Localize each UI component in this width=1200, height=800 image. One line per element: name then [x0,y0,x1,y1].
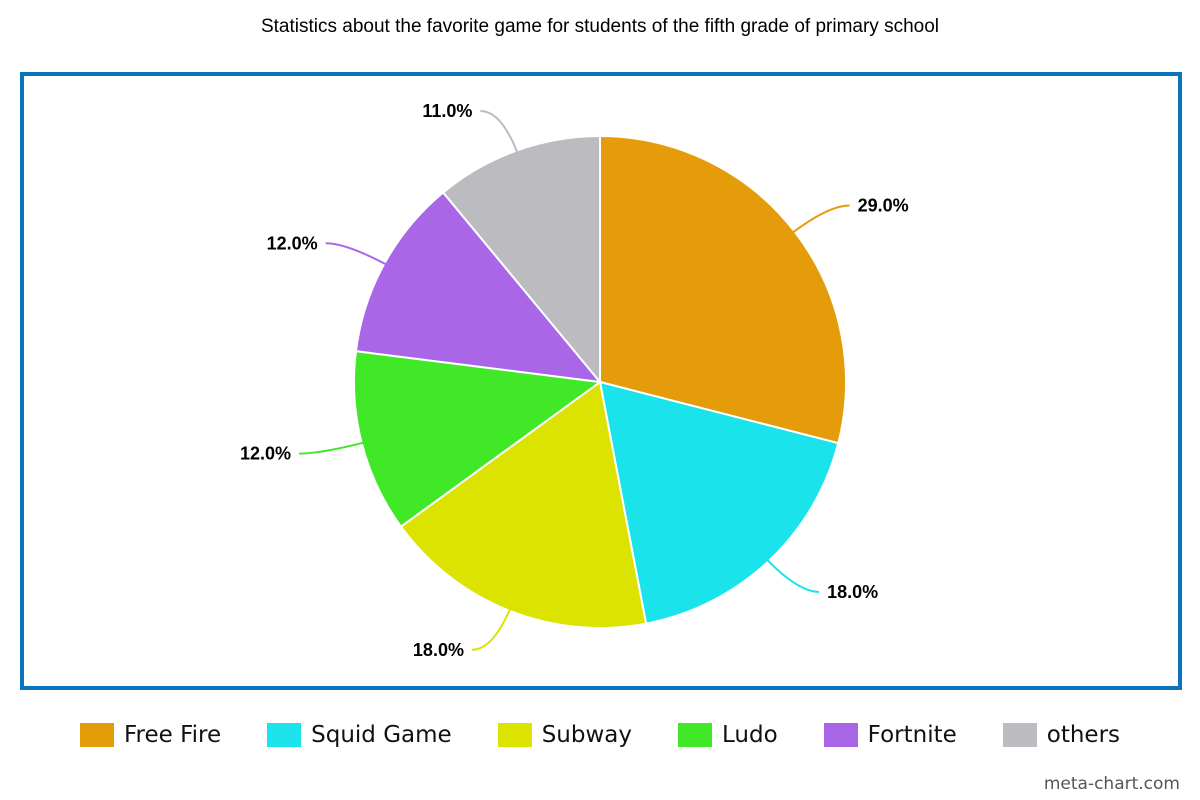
legend-label: Subway [541,722,632,748]
leader-line-ludo [299,440,370,455]
legend-swatch [79,723,114,747]
legend-item-fortnite[interactable]: Fortnite [823,722,957,748]
slice-label-fortnite: 12.0% [267,233,318,253]
legend-label: others [1046,722,1121,748]
leader-line-squid-game [762,554,820,593]
leader-line-free-fire [787,204,850,237]
legend-item-ludo[interactable]: Ludo [678,722,778,748]
leader-line-fortnite [325,242,392,269]
legend-swatch [497,723,532,747]
legend-label: Ludo [722,722,778,748]
slice-label-squid-game: 18.0% [827,582,878,602]
leader-line-subway [471,602,514,651]
watermark: meta-chart.com [1043,774,1180,794]
legend-item-others[interactable]: others [1002,722,1121,748]
plot-frame [20,72,1182,690]
legend-swatch [823,723,858,747]
legend: Free Fire Squid Game Subway Ludo Fortnite oth… [0,722,1200,748]
slice-label-subway: 18.0% [413,640,464,660]
legend-swatch [1002,723,1037,747]
legend-item-subway[interactable]: Subway [497,722,632,748]
legend-swatch [267,723,302,747]
chart-title: Statistics about the favorite game for s… [260,16,940,37]
pie-slices [353,134,847,629]
slice-label-free-fire: 29.0% [858,195,909,215]
slice-label-ludo: 12.0% [240,444,291,464]
pie-labels: 29.0% 18.0% 18.0% 12.0% 12.0% 11.0% [240,101,909,660]
leader-line-others [480,110,521,159]
legend-swatch [678,723,712,747]
legend-label: Squid Game [311,722,452,748]
legend-item-free-fire[interactable]: Free Fire [79,722,222,748]
legend-label: Fortnite [867,722,957,748]
legend-label: Free Fire [123,722,222,748]
legend-item-squid-game[interactable]: Squid Game [267,722,452,748]
slice-label-others: 11.0% [422,101,472,121]
